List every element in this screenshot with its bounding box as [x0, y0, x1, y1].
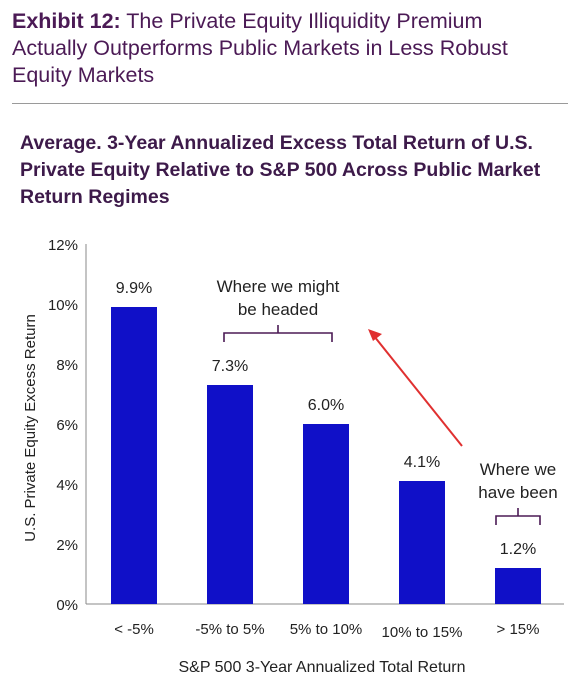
- x-tick-label: -5% to 5%: [195, 621, 264, 638]
- value-label: 7.3%: [212, 358, 248, 375]
- y-tick-label: 0%: [56, 597, 78, 614]
- x-tick-label: > 15%: [497, 621, 540, 638]
- value-label: 1.2%: [500, 541, 536, 558]
- y-tick-label: 12%: [48, 237, 78, 254]
- exhibit-title-text: The Private Equity Illiquidity Premium A…: [12, 9, 508, 87]
- value-labels: 9.9% 7.3% 6.0% 4.1% 1.2%: [116, 280, 536, 558]
- value-label: 6.0%: [308, 397, 344, 414]
- annotation-text: Where we: [480, 460, 557, 479]
- bar: [111, 307, 157, 604]
- exhibit-label: Exhibit 12:: [12, 9, 121, 33]
- annotation-text: have been: [478, 483, 557, 502]
- annotation-text: be headed: [238, 300, 318, 319]
- bar: [207, 385, 253, 604]
- bar: [399, 481, 445, 604]
- annotations: Where we might be headed Where we have been: [217, 277, 558, 525]
- y-tick-label: 2%: [56, 537, 78, 554]
- x-tick-label: < -5%: [114, 621, 154, 638]
- annotation-arrowhead: [368, 329, 382, 341]
- y-tick-labels: 0% 2% 4% 6% 8% 10% 12%: [48, 237, 78, 614]
- bar: [303, 424, 349, 604]
- y-tick-label: 8%: [56, 357, 78, 374]
- value-label: 9.9%: [116, 280, 152, 297]
- value-label: 4.1%: [404, 454, 440, 471]
- bar: [495, 568, 541, 604]
- x-tick-labels: < -5% -5% to 5% 5% to 10% 10% to 15% > 15%: [114, 621, 539, 641]
- annotation-bracket: [495, 508, 541, 525]
- y-tick-label: 10%: [48, 297, 78, 314]
- y-tick-label: 6%: [56, 417, 78, 434]
- x-tick-label: 5% to 10%: [290, 621, 363, 638]
- y-tick-label: 4%: [56, 477, 78, 494]
- x-axis-title: S&P 500 3-Year Annualized Total Return: [178, 659, 465, 676]
- exhibit-title: Exhibit 12: The Private Equity Illiquidi…: [12, 8, 562, 89]
- x-tick-label: 10% to 15%: [382, 624, 463, 641]
- annotation-arrow: [373, 335, 463, 447]
- y-axis-title: U.S. Private Equity Excess Return: [22, 314, 39, 542]
- bars: [111, 307, 541, 604]
- chart-title: Average. 3-Year Annualized Excess Total …: [20, 132, 541, 208]
- title-divider: [12, 103, 568, 104]
- annotation-bracket: [223, 325, 333, 342]
- annotation-text: Where we might: [217, 277, 340, 296]
